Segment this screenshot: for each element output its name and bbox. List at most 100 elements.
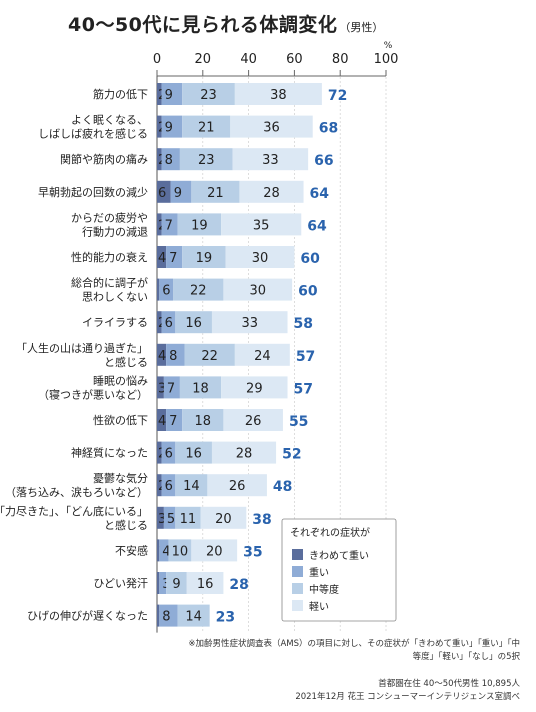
legend-title: それぞれの症状が (290, 526, 370, 539)
category-label-line: 総合的に調子が (71, 276, 148, 290)
legend-entry: 重い (309, 566, 329, 579)
data-label: 33 (262, 153, 279, 168)
data-label: 19 (191, 218, 208, 233)
total-label: 57 (296, 349, 315, 365)
data-label: 3 (158, 381, 166, 396)
x-tick-label: 20 (195, 52, 212, 67)
bar-segment-0 (157, 376, 164, 399)
data-label: 21 (207, 186, 224, 201)
data-label: 4 (158, 251, 166, 266)
bar-segment-0 (157, 409, 167, 431)
data-label: 14 (183, 479, 200, 494)
legend-entry: きわめて重い (309, 549, 369, 562)
chart-subtitle: （男性） (339, 21, 384, 34)
bar-segment-1 (166, 409, 183, 431)
bar-segment-1 (161, 311, 176, 334)
data-label: 3 (158, 512, 166, 527)
bar-segment-2 (191, 180, 240, 203)
bar-segment-3 (230, 115, 313, 138)
legend-entry: 中等度 (309, 583, 339, 596)
legend-swatch (292, 566, 303, 577)
bar-segment-3 (239, 180, 304, 203)
bar-segment-1 (161, 115, 183, 138)
legend-box (281, 518, 397, 622)
data-label: 8 (162, 610, 170, 625)
data-label: 16 (185, 447, 202, 462)
data-label: 8 (169, 349, 177, 364)
data-label: 4 (158, 414, 166, 429)
category-label: からだの疲労や行動力の減退 (71, 210, 148, 238)
bar-segment-3 (225, 246, 295, 268)
category-label-line: 性欲の低下 (93, 413, 148, 427)
total-label: 58 (294, 316, 313, 332)
data-label: 36 (263, 121, 280, 136)
bar-segment-1 (163, 506, 176, 529)
bar-segment-3 (186, 572, 224, 594)
data-label: 18 (192, 381, 209, 396)
bar-segment-0 (157, 115, 162, 138)
bar-segment-2 (177, 604, 210, 627)
bar-segment-3 (207, 474, 267, 497)
total-label: 23 (216, 610, 235, 626)
bar-segment-0 (157, 474, 162, 497)
bar-segment-3 (200, 506, 247, 529)
legend-swatch (292, 600, 303, 611)
category-label: イライラする (82, 316, 148, 329)
category-label: 「力尽きた」、「どん底にいる」と感じる (0, 504, 148, 532)
bar-segment-3 (223, 278, 293, 301)
axis-unit-label: % (384, 41, 393, 51)
bar-segment-2 (175, 441, 212, 464)
total-label: 52 (282, 447, 301, 463)
bar-segment-1 (161, 474, 176, 497)
data-label: 29 (246, 381, 263, 396)
bar-segment-1 (166, 246, 183, 268)
data-label: 22 (190, 284, 207, 299)
data-label: 23 (200, 88, 217, 103)
bar-segment-0 (157, 572, 160, 594)
bar-segment-2 (182, 409, 224, 431)
data-label: 26 (229, 479, 246, 494)
total-label: 57 (294, 381, 313, 397)
category-label: よく眠くなる、しばしば疲れを感じる (38, 114, 148, 141)
total-label: 28 (229, 577, 248, 593)
bar-segment-1 (163, 376, 180, 399)
bar-segment-3 (234, 343, 290, 366)
bar-segment-2 (177, 213, 222, 236)
bar-segment-3 (211, 311, 288, 334)
total-label: 64 (310, 186, 330, 202)
data-label: 28 (236, 447, 253, 462)
x-tick-label: 40 (240, 52, 257, 67)
bar-segment-1 (159, 572, 167, 594)
data-label: 30 (249, 284, 266, 299)
data-label: 33 (241, 316, 258, 331)
category-label-line: 不安感 (115, 543, 148, 557)
data-label: 19 (196, 251, 213, 266)
bar-segment-2 (182, 83, 235, 105)
category-label-line: 憂鬱な気分 (93, 471, 148, 485)
category-label-line: 性的能力の衰え (71, 250, 148, 264)
data-label: 16 (197, 577, 214, 592)
bar-segment-1 (161, 213, 178, 236)
bar-segment-2 (175, 506, 201, 529)
category-label-line: からだの疲労や (71, 210, 148, 224)
category-label-line: （寝つきが悪いなど） (38, 387, 148, 401)
chart-title-block: 40〜50代に見られる体調変化 （男性） (68, 10, 383, 37)
footnote: ※加齢男性症状調査表（AMS）の項目に対し、その症状が「きわめて重い」「重い」「… (188, 639, 520, 662)
bar-segment-0 (157, 246, 167, 268)
category-label-line: と感じる (104, 519, 148, 532)
category-label-line: 神経質になった (71, 446, 148, 460)
bar-segment-2 (182, 246, 226, 268)
bar-segment-0 (157, 604, 160, 627)
category-label: 「人生の山は通り過ぎた」と感じる (16, 341, 148, 369)
bar-segment-3 (223, 409, 283, 431)
chart-title: 40〜50代に見られる体調変化 (68, 14, 338, 36)
data-label: 9 (165, 121, 173, 136)
bar-segment-2 (179, 376, 222, 399)
category-label: 睡眠の悩み（寝つきが悪いなど） (38, 373, 148, 401)
category-label-line: 「人生の山は通り過ぎた」 (16, 341, 148, 355)
data-label: 9 (174, 186, 182, 201)
bar-segment-3 (232, 148, 309, 171)
data-label: 20 (215, 512, 232, 527)
data-label: 24 (254, 349, 271, 364)
x-tick-label: 0 (153, 52, 161, 67)
